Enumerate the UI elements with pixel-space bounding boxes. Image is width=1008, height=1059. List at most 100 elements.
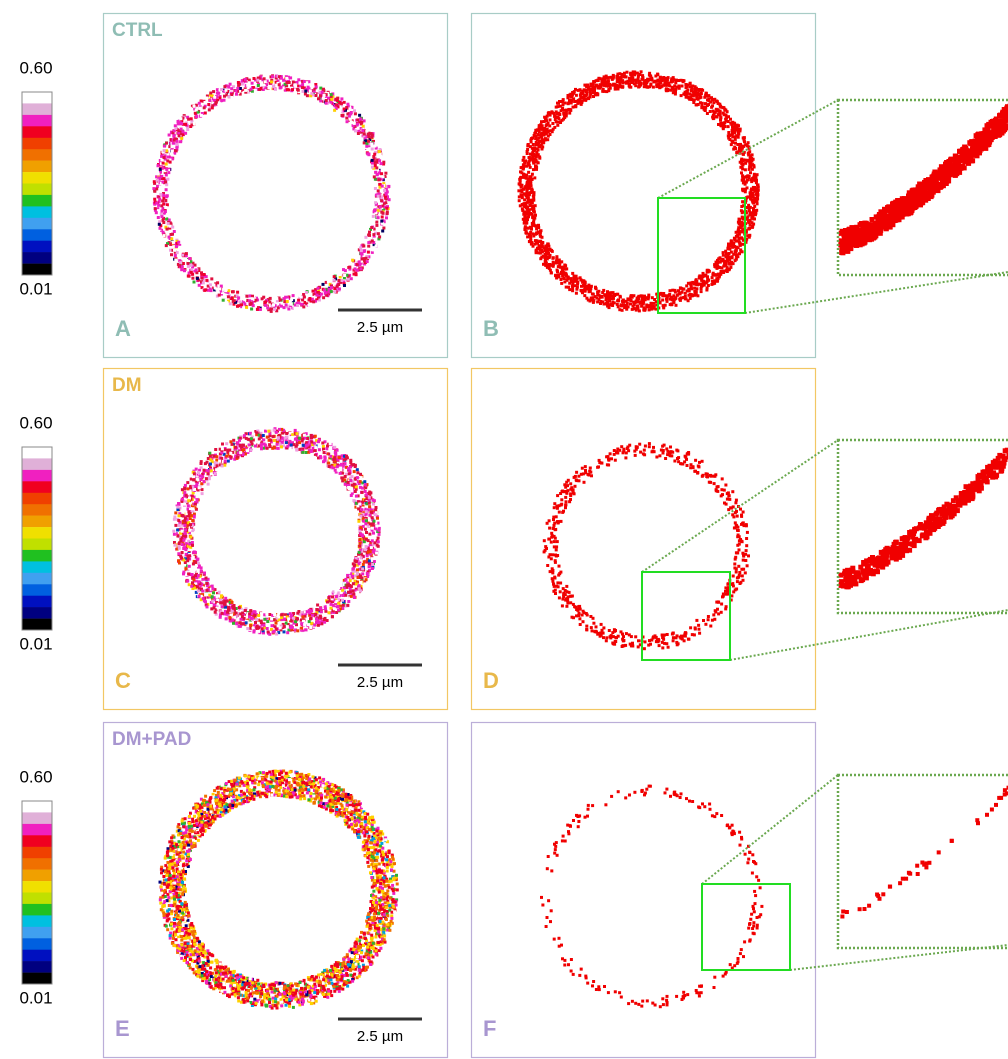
ring-dot: [652, 302, 655, 305]
ring-dot: [349, 107, 352, 110]
ring-dot: [528, 213, 531, 216]
ring-dot: [237, 296, 240, 299]
ring-dot: [366, 260, 369, 263]
ring-dot: [593, 86, 596, 89]
ring-dot: [236, 291, 239, 294]
ring-dot: [161, 215, 164, 218]
ring-dot: [715, 108, 718, 111]
ring-dot: [340, 97, 343, 100]
ring-dot: [370, 226, 373, 229]
ring-dot: [255, 440, 258, 443]
ring-dot: [364, 236, 367, 239]
ring-dot: [528, 235, 531, 238]
ring-dot: [356, 124, 359, 127]
ring-dot: [250, 302, 253, 305]
ring-dot: [272, 85, 275, 88]
ring-dot: [165, 244, 168, 247]
ring-dot: [362, 245, 365, 248]
ring-dot: [204, 112, 207, 115]
zoom-dot: [869, 231, 874, 236]
ring-dot: [186, 128, 189, 131]
zoom-dot: [973, 151, 978, 156]
ring-dot: [687, 294, 690, 297]
ring-dot: [196, 277, 199, 280]
ring-dot: [532, 218, 535, 221]
ring-dot: [522, 156, 525, 159]
ring-dot: [722, 251, 725, 254]
colorbar-segment: [22, 241, 52, 253]
ring-dot: [253, 77, 256, 80]
ring-dot: [734, 237, 737, 240]
ring-dot: [183, 269, 186, 272]
ring-dot: [737, 124, 740, 127]
ring-dot: [384, 172, 387, 175]
ring-dot: [547, 112, 550, 115]
ring-dot: [220, 88, 223, 91]
ring-dot: [367, 234, 370, 237]
ring-dot: [323, 455, 326, 458]
ring-dot: [628, 86, 631, 89]
ring-dot: [555, 120, 558, 123]
ring-dot: [168, 134, 171, 137]
ring-dot: [173, 230, 176, 233]
zoom-dot: [991, 119, 996, 124]
ring-dot: [592, 293, 595, 296]
ring-dot: [312, 300, 315, 303]
ring-dot: [598, 298, 601, 301]
ring-dot: [658, 86, 661, 89]
ring-dot: [330, 280, 333, 283]
ring-dot: [695, 103, 698, 106]
ring-dot: [161, 210, 164, 213]
ring-dot: [733, 122, 736, 125]
ring-dot: [594, 286, 597, 289]
ring-dot: [158, 198, 161, 201]
ring-dot: [371, 159, 374, 162]
zoom-dot: [866, 223, 871, 228]
ring-dot: [174, 124, 177, 127]
ring-dot: [365, 130, 368, 133]
ring-dot: [367, 153, 370, 156]
ring-dot: [308, 304, 311, 307]
ring-dot: [549, 254, 552, 257]
ring-dot: [305, 451, 308, 454]
ring-dot: [325, 99, 328, 102]
colorbar-segment: [22, 619, 52, 631]
ring-dot: [230, 93, 233, 96]
ring-dot: [526, 148, 529, 151]
panel-letter: D: [483, 668, 499, 693]
ring-dot: [294, 83, 297, 86]
ring-dot: [523, 202, 526, 205]
zoom-dot: [923, 178, 928, 183]
ring-dot: [654, 80, 657, 83]
ring-dot: [374, 187, 377, 190]
panel-letter: B: [483, 316, 499, 341]
ring-dot: [678, 87, 681, 90]
ring-dot: [165, 163, 168, 166]
ring-dot: [278, 83, 281, 86]
ring-dot: [176, 251, 179, 254]
ring-dot: [746, 186, 749, 189]
ring-dot: [562, 103, 565, 106]
ring-dot: [618, 72, 621, 75]
ring-dot: [592, 83, 595, 86]
ring-dot: [343, 108, 346, 111]
ring-dot: [370, 132, 373, 135]
zoom-content: [838, 83, 1008, 255]
ring-dot: [229, 83, 232, 86]
ring-dot: [153, 198, 156, 201]
ring-dot: [738, 218, 741, 221]
ring-dot: [673, 84, 676, 87]
ring-dot: [374, 164, 377, 167]
colorbar-segment: [22, 252, 52, 264]
ring-dot: [532, 222, 535, 225]
ring-dot: [729, 122, 732, 125]
ring-dot: [657, 83, 660, 86]
zoom-dot: [913, 199, 918, 204]
ring-dot: [537, 161, 540, 164]
colorbar-segment: [22, 493, 52, 505]
ring-dot: [165, 188, 168, 191]
zoom-dot: [876, 222, 881, 227]
ring-dot: [177, 241, 180, 244]
ring-dot: [608, 83, 611, 86]
ring-dot: [296, 304, 299, 307]
